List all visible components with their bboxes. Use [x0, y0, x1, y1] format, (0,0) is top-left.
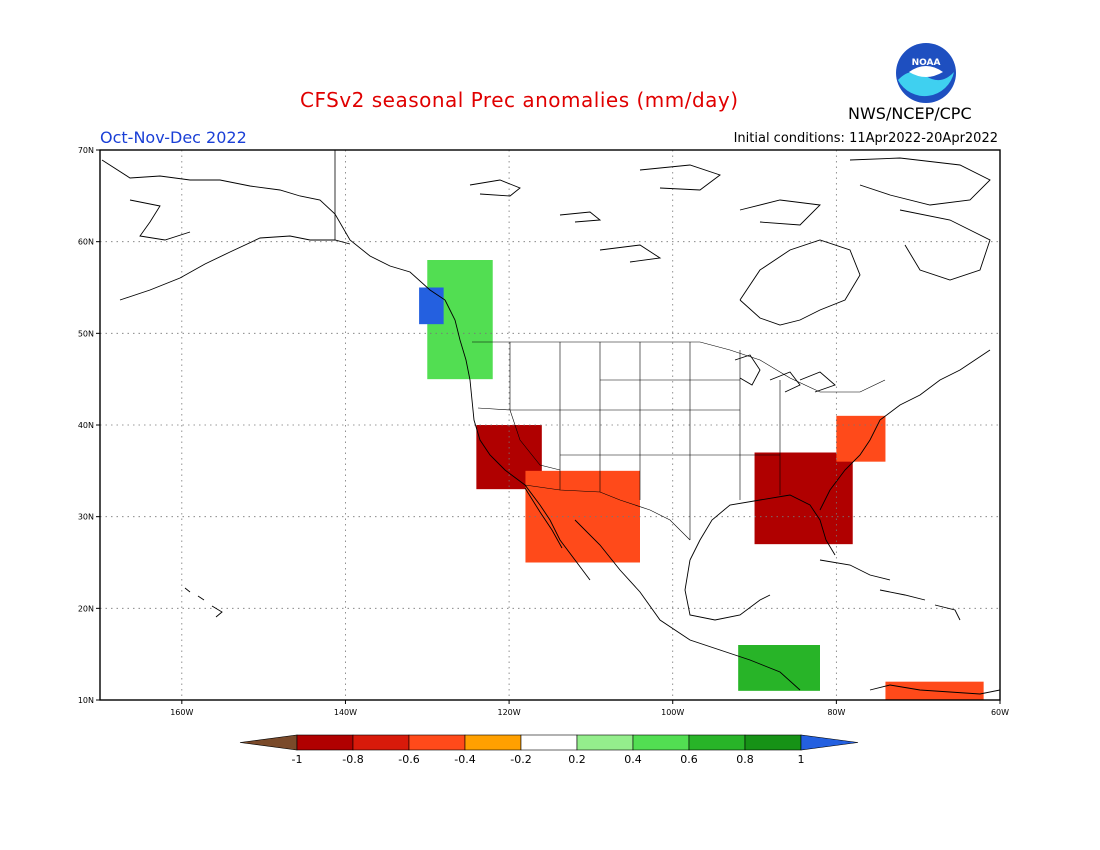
lat-tick-label: 40N — [78, 421, 94, 430]
colorbar-box — [464, 734, 522, 751]
colorbar-box — [408, 734, 466, 751]
political-borders — [472, 341, 886, 541]
colorbar-level-label: -0.2 — [510, 753, 531, 766]
lon-tick-label: 120W — [497, 708, 520, 717]
colorbar: -1 -0.8 -0.6 -0.4 -0.2 0.2 0.4 0.6 0.8 1 — [239, 734, 859, 766]
colorbar-low-arrow — [239, 734, 298, 751]
colorbar-level-label: 0.8 — [736, 753, 754, 766]
colorbar-level-label: 0.2 — [568, 753, 586, 766]
anomaly-central-america-wet — [738, 645, 820, 691]
lat-tick-label: 50N — [78, 329, 94, 338]
anomaly-bc-coast-very-wet — [419, 287, 444, 325]
lat-tick-label: 60N — [78, 238, 94, 247]
lat-tick-label: 20N — [78, 604, 94, 613]
lat-tick-label: 30N — [78, 513, 94, 522]
lat-tick-label: 10N — [78, 696, 94, 705]
colorbar-level-label: -0.8 — [342, 753, 363, 766]
season-label: Oct-Nov-Dec 2022 — [100, 128, 247, 147]
colorbar-box — [352, 734, 410, 751]
colorbar-level-label: -1 — [292, 753, 303, 766]
lat-tick-label: 70N — [78, 146, 94, 155]
anomaly-southwest-dry — [525, 470, 640, 563]
noaa-logo: NOAA — [896, 43, 956, 103]
lon-tick-label: 100W — [661, 708, 684, 717]
lat-lon-grid — [100, 150, 1000, 700]
anomaly-shading — [419, 260, 984, 700]
noaa-logo-text: NOAA — [912, 58, 941, 68]
agency-label: NWS/NCEP/CPC — [848, 104, 972, 123]
colorbar-level-label: 1 — [798, 753, 805, 766]
colorbar-level-label: -0.6 — [398, 753, 419, 766]
colorbar-box — [632, 734, 690, 751]
axis-ticks: 160W 140W 120W 100W 80W 60W 10N 20N 30N 40N 50N 60N… — [78, 146, 1009, 717]
lon-tick-label: 160W — [170, 708, 193, 717]
coastlines — [101, 150, 1000, 695]
anomaly-mid-atlantic-dry — [836, 415, 886, 462]
colorbar-box — [744, 734, 802, 751]
chart-title: CFSv2 seasonal Prec anomalies (mm/day) — [300, 88, 739, 112]
colorbar-level-label: 0.4 — [624, 753, 642, 766]
lon-tick-label: 140W — [334, 708, 357, 717]
colorbar-high-arrow — [800, 734, 859, 751]
colorbar-box — [688, 734, 746, 751]
colorbar-box — [296, 734, 354, 751]
colorbar-box — [520, 734, 578, 751]
colorbar-box — [576, 734, 634, 751]
lon-tick-label: 80W — [827, 708, 845, 717]
colorbar-level-label: -0.4 — [454, 753, 475, 766]
lon-tick-label: 60W — [991, 708, 1009, 717]
initial-conditions-label: Initial conditions: 11Apr2022-20Apr2022 — [733, 131, 998, 146]
colorbar-level-label: 0.6 — [680, 753, 698, 766]
